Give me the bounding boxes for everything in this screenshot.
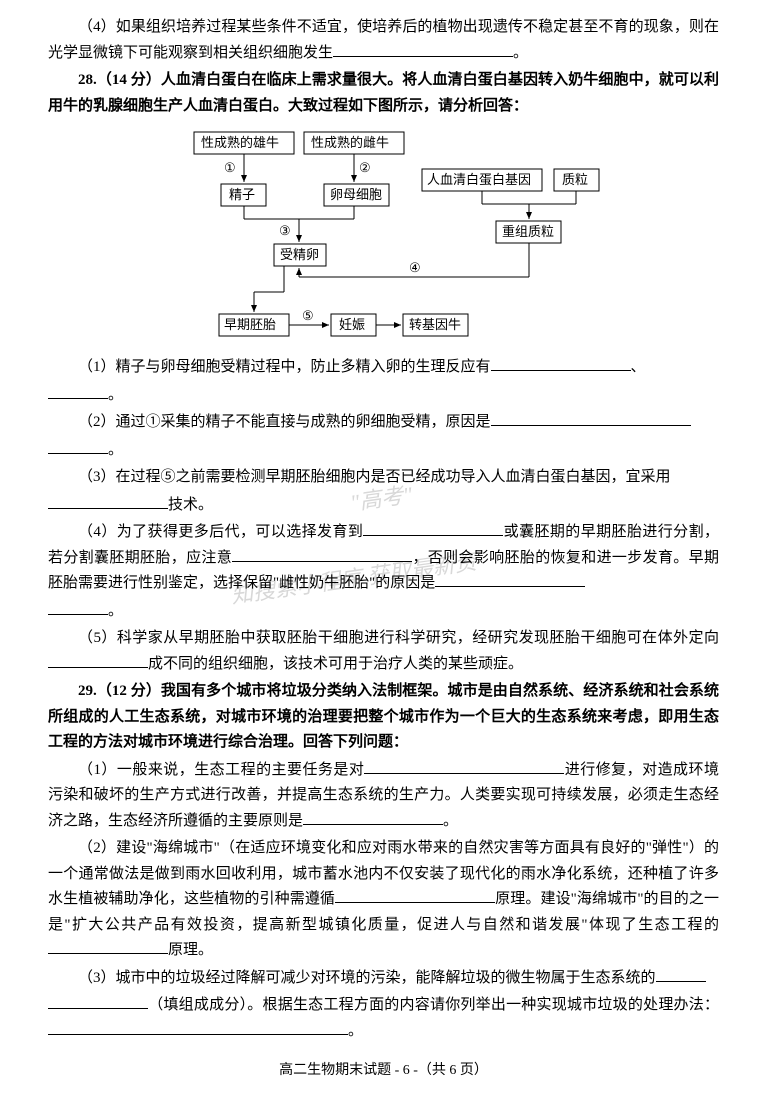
blank xyxy=(656,967,706,982)
q28-sub5: （5）科学家从早期胚胎中获取胚胎干细胞进行科学研究，经研究发现胚胎干细胞可在体外… xyxy=(48,626,719,677)
blank xyxy=(333,42,513,57)
q28-sub1: （1）精子与卵母细胞受精过程中，防止多精入卵的生理反应有 、 xyxy=(48,355,719,381)
q28-sub3-cont: 技术。 xyxy=(48,493,719,519)
q28-sub2: （2）通过①采集的精子不能直接与成熟的卵细胞受精，原因是 xyxy=(48,410,719,436)
node-preg: 妊娠 xyxy=(339,317,365,332)
blank xyxy=(48,653,148,668)
text: （3）在过程⑤之前需要检测早期胚胎细胞内是否已经成功导入人血清白蛋白基因，宜采用 xyxy=(78,469,671,485)
text: 。 xyxy=(348,1023,363,1039)
blank xyxy=(48,439,108,454)
text: （4）为了获得更多后代，可以选择发育到 xyxy=(78,524,363,540)
blank xyxy=(48,384,108,399)
blank xyxy=(48,600,108,615)
blank xyxy=(491,411,691,426)
blank xyxy=(48,494,168,509)
label-2: ② xyxy=(359,160,371,175)
text: （3）城市中的垃圾经过降解可减少对环境的污染，能降解垃圾的微生物属于生态系统的 xyxy=(78,970,656,986)
q28-sub1-cont: 。 xyxy=(48,383,719,409)
label-5: ⑤ xyxy=(302,308,314,323)
blank xyxy=(232,547,412,562)
blank xyxy=(335,888,495,903)
text: 。 xyxy=(443,813,458,829)
blank xyxy=(491,356,631,371)
q28-header: 28.（14 分）人血清白蛋白在临床上需求量很大。将人血清白蛋白基因转入奶牛细胞… xyxy=(48,68,719,119)
node-recomb: 重组质粒 xyxy=(502,224,554,239)
q28-sub4: （4）为了获得更多后代，可以选择发育到或囊胚期的早期胚胎进行分割，若分割囊胚期胚… xyxy=(48,520,719,597)
text: 原理。 xyxy=(168,942,213,958)
node-fert: 受精卵 xyxy=(280,247,319,262)
text: （2）通过①采集的精子不能直接与成熟的卵细胞受精，原因是 xyxy=(78,414,491,430)
q27-sub4: （4）如果组织培养过程某些条件不适宜，使培养后的植物出现遗传不稳定甚至不育的现象… xyxy=(48,15,719,66)
blank xyxy=(48,939,168,954)
text: 技术。 xyxy=(168,497,213,513)
label-4: ④ xyxy=(409,260,421,275)
node-trans: 转基因牛 xyxy=(409,317,461,332)
node-embryo: 早期胚胎 xyxy=(224,317,276,332)
q28-sub2-cont: 。 xyxy=(48,438,719,464)
q29-sub3-cont: （填组成成分）。根据生态工程方面的内容请你列举出一种实现城市垃圾的处理办法： 。 xyxy=(48,993,719,1044)
text: 。 xyxy=(108,442,123,458)
q28-sub3: （3）在过程⑤之前需要检测早期胚胎细胞内是否已经成功导入人血清白蛋白基因，宜采用 xyxy=(48,465,719,491)
blank xyxy=(48,1020,348,1035)
text: （1）一般来说，生态工程的主要任务是对 xyxy=(78,762,364,778)
label-3: ③ xyxy=(279,223,291,238)
blank xyxy=(303,810,443,825)
node-sperm: 精子 xyxy=(229,187,255,202)
blank xyxy=(435,572,585,587)
node-male: 性成熟的雄牛 xyxy=(201,135,279,150)
node-gene: 人血清白蛋白基因 xyxy=(427,172,531,187)
q28-diagram: 性成熟的雄牛 性成熟的雌牛 ① ② 精子 卵母细胞 人血清白蛋白基因 质粒 ③ … xyxy=(48,127,719,347)
text: 、 xyxy=(631,359,646,375)
page-content: （4）如果组织培养过程某些条件不适宜，使培养后的植物出现遗传不稳定甚至不育的现象… xyxy=(48,15,719,1044)
node-egg: 卵母细胞 xyxy=(330,187,382,202)
node-plasmid: 质粒 xyxy=(562,172,588,187)
q28-sub4-cont: 。 xyxy=(48,599,719,625)
blank xyxy=(363,521,503,536)
q29-sub3: （3）城市中的垃圾经过降解可减少对环境的污染，能降解垃圾的微生物属于生态系统的 xyxy=(48,966,719,992)
text: 。 xyxy=(108,603,123,619)
flowchart-svg: 性成熟的雄牛 性成熟的雌牛 ① ② 精子 卵母细胞 人血清白蛋白基因 质粒 ③ … xyxy=(139,127,629,347)
blank xyxy=(48,994,148,1009)
label-1: ① xyxy=(224,160,236,175)
page-footer: 高二生物期末试题 - 6 -（共 6 页） xyxy=(0,1059,767,1083)
text: （填组成成分）。根据生态工程方面的内容请你列举出一种实现城市垃圾的处理办法： xyxy=(148,997,719,1013)
text: 。 xyxy=(108,387,123,403)
blank xyxy=(364,759,564,774)
q27-4-after: 。 xyxy=(513,45,528,61)
q29-sub1: （1）一般来说，生态工程的主要任务是对进行修复，对造成环境污染和破坏的生产方式进… xyxy=(48,758,719,835)
text: （5）科学家从早期胚胎中获取胚胎干细胞进行科学研究，经研究发现胚胎干细胞可在体外… xyxy=(78,630,719,646)
text: （1）精子与卵母细胞受精过程中，防止多精入卵的生理反应有 xyxy=(78,359,491,375)
q29-header: 29.（12 分）我国有多个城市将垃圾分类纳入法制框架。城市是由自然系统、经济系… xyxy=(48,679,719,756)
q29-sub2: （2）建设"海绵城市"（在适应环境变化和应对雨水带来的自然灾害等方面具有良好的"… xyxy=(48,836,719,964)
node-female: 性成熟的雌牛 xyxy=(311,135,389,150)
text: 成不同的组织细胞，该技术可用于治疗人类的某些顽症。 xyxy=(148,656,523,672)
